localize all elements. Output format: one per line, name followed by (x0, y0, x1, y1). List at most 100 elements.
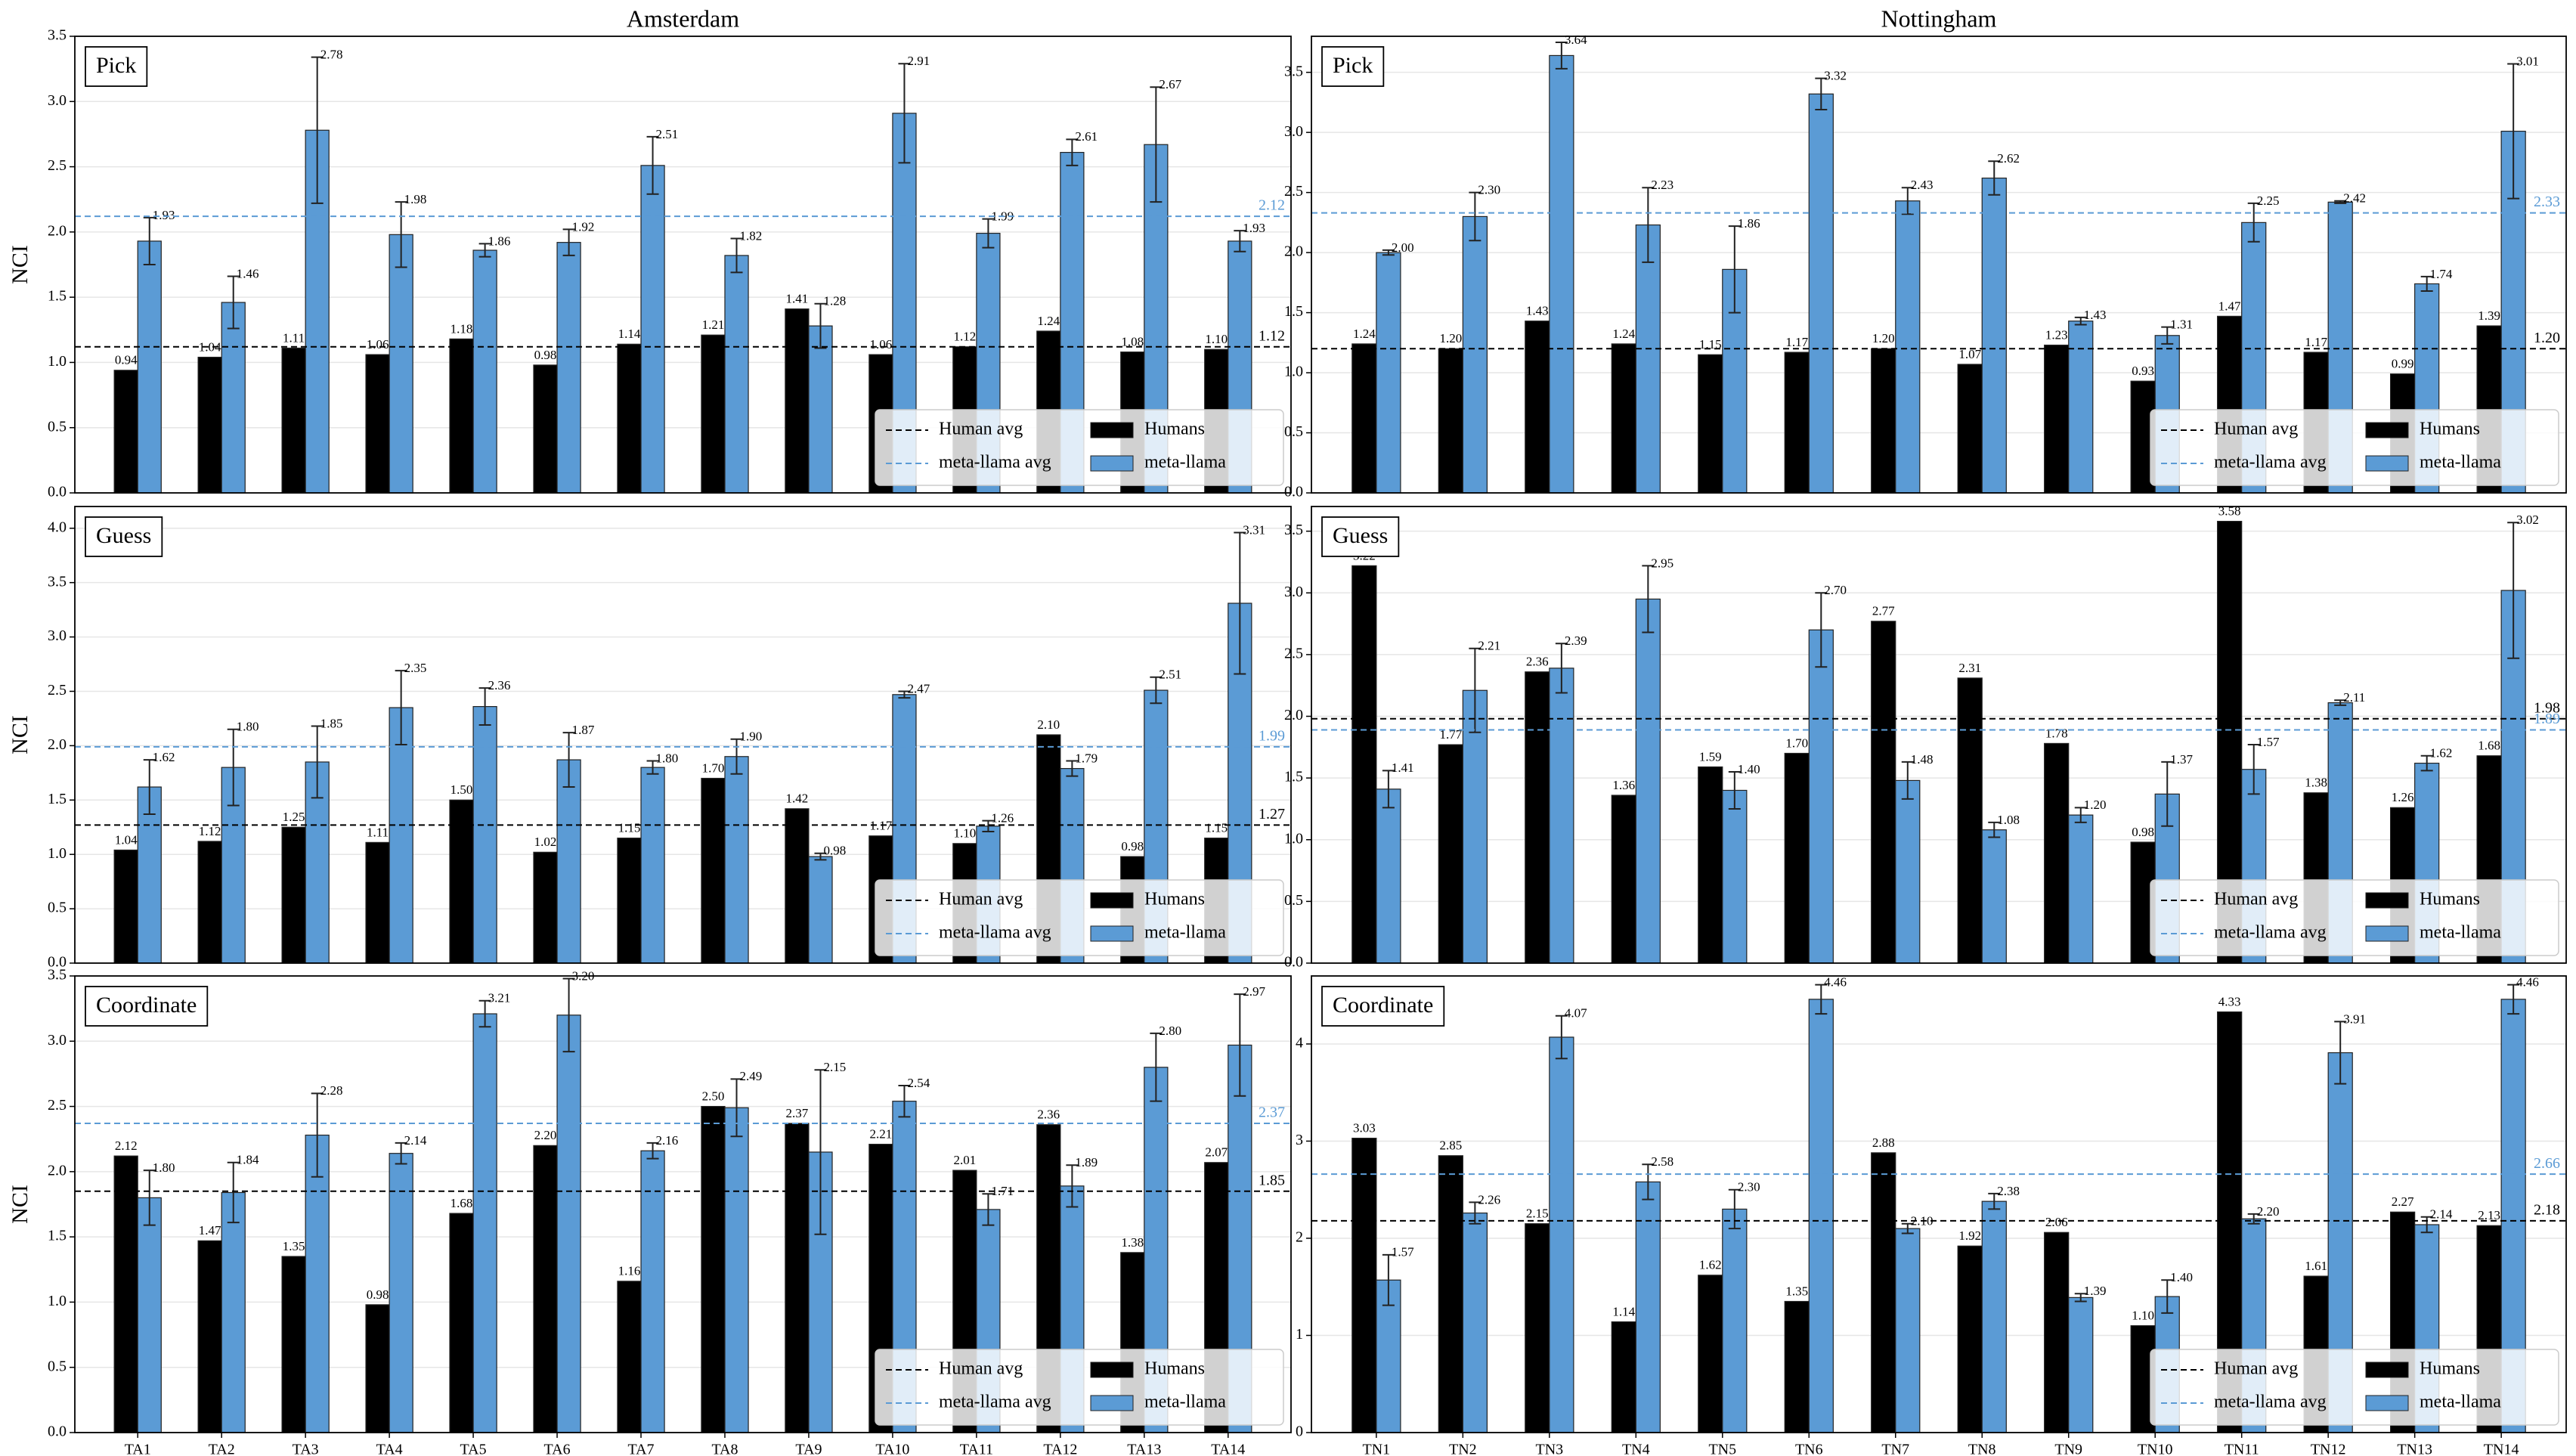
legend-swatch (2365, 892, 2409, 909)
value-label: 1.24 (1037, 314, 1060, 328)
y-tick-label: 0.0 (1284, 954, 1303, 971)
error-bar (2161, 1279, 2174, 1314)
value-label: 1.86 (488, 234, 511, 248)
value-label: 1.37 (2170, 752, 2193, 767)
bar (1698, 1275, 1723, 1433)
value-label: 2.16 (656, 1133, 679, 1148)
value-label: 2.43 (1911, 178, 1934, 192)
value-label: 1.43 (2084, 308, 2107, 322)
bar (2068, 814, 2094, 964)
value-label: 2.26 (1478, 1192, 1500, 1207)
value-label: 1.90 (740, 730, 763, 744)
x-tick-label: TA3 (293, 1442, 319, 1456)
y-tick-label: 2.0 (1284, 243, 1303, 260)
bar (1549, 1036, 1574, 1433)
value-label: 2.00 (1392, 240, 1414, 255)
bar (2044, 344, 2070, 494)
y-tick-label: 1.5 (1284, 303, 1303, 320)
error-bar (1066, 138, 1079, 166)
value-label: 1.31 (2170, 318, 2193, 332)
y-axis-label: NCI (8, 715, 33, 754)
error-bar (982, 819, 995, 832)
value-label: 1.38 (2305, 776, 2327, 790)
panel-label: Guess (1321, 516, 1400, 557)
average-label: 2.18 (2534, 1201, 2560, 1218)
bar (1525, 321, 1550, 494)
error-bar (1555, 1015, 1568, 1060)
error-bar (311, 56, 324, 204)
value-label: 3.03 (1353, 1121, 1376, 1135)
value-label: 0.98 (823, 844, 846, 858)
legend-box (875, 879, 1284, 956)
value-label: 2.07 (1205, 1145, 1228, 1160)
axes-frame (1311, 36, 2567, 494)
value-label: 1.16 (618, 1264, 641, 1278)
value-label: 2.27 (2392, 1194, 2414, 1209)
bar (113, 1155, 138, 1433)
legend-swatch (1090, 925, 1134, 942)
bar (1895, 1228, 1921, 1433)
error-bar (1988, 1192, 2001, 1210)
y-tick-label: 1.0 (48, 1293, 67, 1309)
legend-box (2150, 409, 2559, 486)
y-tick-label: 0.0 (48, 954, 67, 971)
y-tick-label: 2.0 (1284, 707, 1303, 723)
error-bar (2420, 754, 2433, 772)
y-tick-label: 1.5 (48, 791, 67, 807)
value-label: 1.08 (1121, 335, 1144, 349)
panel-label-box (1321, 516, 1400, 557)
bar (1698, 766, 1723, 964)
legend-label: Human avg (2214, 420, 2298, 439)
legend: Human avg meta-llama avg Humans meta-llama (875, 409, 1284, 486)
value-label: 1.12 (199, 824, 221, 838)
bar (785, 808, 810, 964)
x-tick-label: TN10 (2138, 1442, 2173, 1456)
value-label: 1.43 (1526, 304, 1549, 318)
error-bar (898, 63, 911, 164)
bar (472, 1013, 497, 1433)
axes-frame (1311, 975, 2567, 1433)
x-tick-label: TN4 (1622, 1442, 1650, 1456)
axes-frame (74, 36, 1292, 494)
x-tick-label: TN14 (2484, 1442, 2519, 1456)
value-label: 1.80 (656, 751, 679, 765)
bar (724, 255, 749, 494)
x-tick-label: TA4 (376, 1442, 403, 1456)
bar (1895, 779, 1921, 964)
value-label: 1.15 (1699, 337, 1722, 352)
value-label: 4.46 (2516, 974, 2539, 989)
value-label: 2.28 (320, 1083, 343, 1098)
error-bar (1234, 993, 1246, 1097)
value-label: 1.24 (1612, 327, 1635, 341)
bar (1635, 1181, 1661, 1433)
y-tick-label: 3.5 (48, 967, 67, 984)
value-label: 1.89 (1075, 1155, 1098, 1169)
value-label: 2.20 (2257, 1204, 2280, 1219)
value-label: 2.85 (1439, 1138, 1462, 1153)
value-label: 1.48 (1911, 752, 1934, 767)
panel-label-text: Pick (96, 53, 136, 78)
value-label: 3.21 (488, 991, 511, 1005)
error-bar (2247, 202, 2260, 243)
error-bar (478, 243, 491, 258)
error-bar (143, 759, 156, 815)
value-label: 1.14 (618, 327, 641, 341)
value-label: 1.10 (2132, 1309, 2154, 1323)
error-bar (1382, 770, 1395, 809)
legend-label: meta-llama avg (2214, 453, 2327, 472)
bar (389, 707, 413, 964)
axes-frame (74, 975, 1292, 1433)
error-bar (2334, 699, 2347, 706)
error-bar (646, 760, 659, 775)
value-label: 2.91 (907, 54, 930, 68)
value-label: 3.01 (2516, 54, 2539, 68)
legend-box (875, 409, 1284, 486)
y-tick-label: 3 (1296, 1132, 1303, 1148)
bar (701, 334, 726, 494)
legend: Human avg meta-llama avg Humans meta-llama (875, 879, 1284, 956)
bar (556, 242, 581, 494)
value-label: 2.37 (786, 1106, 809, 1120)
y-tick-label: 3.5 (48, 573, 67, 590)
value-label: 1.41 (786, 292, 809, 306)
error-bar (730, 1078, 743, 1138)
